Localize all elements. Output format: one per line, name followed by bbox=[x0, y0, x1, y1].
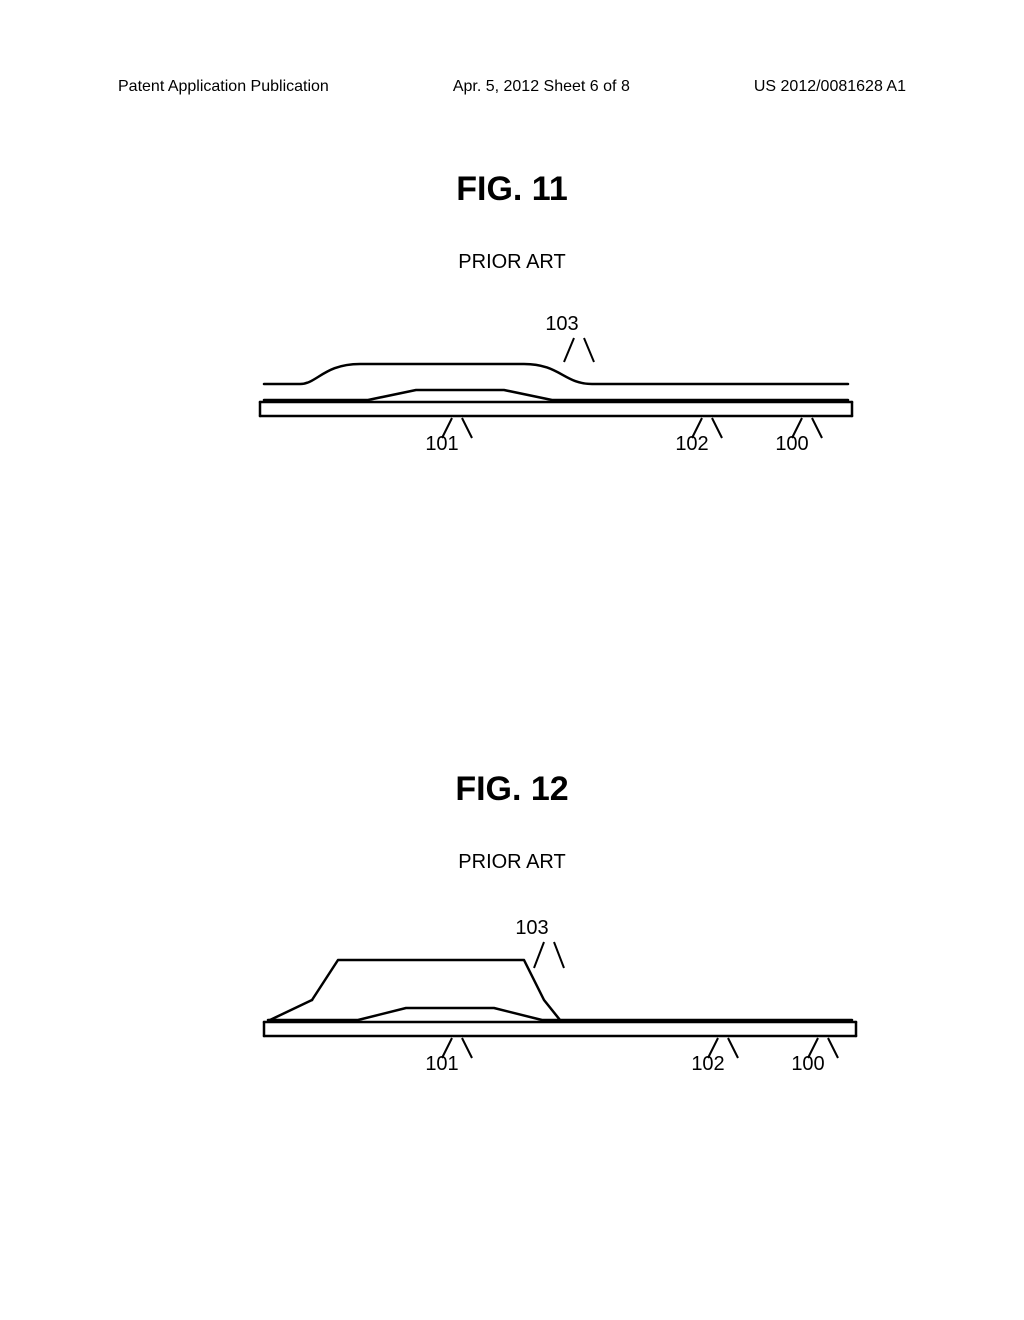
leader-line bbox=[812, 418, 822, 438]
reference-numeral: 103 bbox=[515, 917, 548, 939]
reference-numeral: 101 bbox=[425, 1053, 458, 1075]
figure-block: FIG. 12 PRIOR ART 103 101 102 100 bbox=[0, 770, 1024, 1112]
leader-line bbox=[584, 338, 594, 362]
figure-title: FIG. 11 bbox=[0, 170, 1024, 209]
prior-art-label: PRIOR ART bbox=[0, 251, 1024, 274]
figure-block: FIG. 11 PRIOR ART 103 101 102 100 bbox=[0, 170, 1024, 502]
prior-art-label: PRIOR ART bbox=[0, 851, 1024, 874]
header-pub-type: Patent Application Publication bbox=[118, 78, 329, 96]
reference-numeral: 102 bbox=[675, 433, 708, 455]
leader-line bbox=[554, 942, 564, 968]
reference-numeral: 101 bbox=[425, 433, 458, 455]
leader-line bbox=[828, 1038, 838, 1058]
reference-numeral: 103 bbox=[545, 313, 578, 335]
leader-line bbox=[712, 418, 722, 438]
diagram-svg: 103 101 102 100 bbox=[152, 902, 872, 1112]
header-pub-number: US 2012/0081628 A1 bbox=[754, 78, 906, 96]
diagram-path bbox=[270, 1000, 312, 1020]
page-header: Patent Application Publication Apr. 5, 2… bbox=[0, 78, 1024, 96]
diagram-svg: 103 101 102 100 bbox=[152, 302, 872, 502]
reference-numeral: 100 bbox=[775, 433, 808, 455]
reference-numeral: 102 bbox=[691, 1053, 724, 1075]
diagram-path bbox=[312, 960, 560, 1020]
diagram-path bbox=[264, 390, 848, 400]
leader-line bbox=[462, 418, 472, 438]
reference-numeral: 100 bbox=[791, 1053, 824, 1075]
header-date-sheet: Apr. 5, 2012 Sheet 6 of 8 bbox=[453, 78, 630, 96]
diagram-path bbox=[264, 364, 848, 384]
figure-title: FIG. 12 bbox=[0, 770, 1024, 809]
leader-line bbox=[728, 1038, 738, 1058]
leader-line bbox=[462, 1038, 472, 1058]
leader-line bbox=[534, 942, 544, 968]
leader-line bbox=[564, 338, 574, 362]
